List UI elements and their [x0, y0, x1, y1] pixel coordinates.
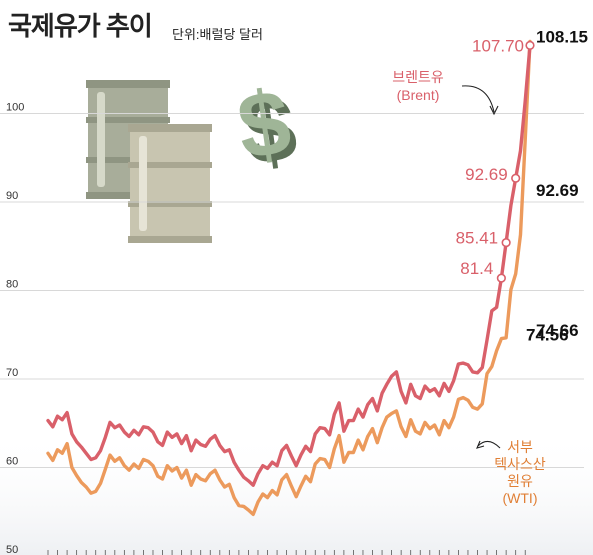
wti-callout-line-4: (WTI): [503, 490, 538, 506]
marker: [525, 40, 535, 50]
y-tick-label-70: 70: [6, 367, 18, 379]
brent-callout-arrowhead: [489, 105, 499, 116]
wti-label-92-69: 92.69: [536, 181, 579, 200]
wti-callout-arrow: [477, 440, 501, 449]
y-tick-label-90: 90: [6, 190, 18, 202]
brent-series-line: [46, 43, 532, 487]
marker: [496, 273, 506, 283]
wti-callout-line-2: 텍사스산: [494, 456, 546, 472]
series-markers: [496, 40, 535, 283]
dollar-sign-icon: $ $: [232, 71, 303, 185]
marker: [511, 173, 521, 183]
wti-label-74-56: 74.56: [526, 326, 569, 345]
data-labels: 107.70 92.69 85.41 81.4 108.15 92.69 74.6674.5…: [456, 27, 588, 344]
y-axis-ticks: 50 60 70 80 90 100: [6, 102, 24, 555]
x-axis-ticks: [47, 550, 526, 555]
brent-label-81-4: 81.4: [460, 259, 493, 278]
brent-callout-arrow: [461, 85, 495, 113]
y-tick-label-50: 50: [6, 544, 18, 555]
y-tick-label-100: 100: [6, 102, 24, 114]
series-lines: [46, 39, 532, 517]
brent-callout: 브렌트유 (Brent): [392, 69, 499, 116]
oil-barrel-icon: [86, 80, 212, 243]
wti-callout: 서부 텍사스산 원유 (WTI): [476, 439, 546, 506]
brent-label-107-70: 107.70: [472, 36, 524, 55]
brent-callout-line-1: 브렌트유: [392, 69, 444, 85]
wti-callout-line-3: 원유: [507, 473, 533, 489]
y-tick-label-80: 80: [6, 279, 18, 291]
brent-callout-line-2: (Brent): [397, 87, 440, 103]
brent-label-92-69: 92.69: [465, 165, 508, 184]
wti-callout-arrowhead: [476, 440, 485, 449]
unit-label: 단위:배럴당 달러: [172, 27, 263, 42]
y-tick-label-60: 60: [6, 456, 18, 468]
wti-callout-line-1: 서부: [507, 439, 533, 455]
wti-label-108-15: 108.15: [536, 27, 588, 46]
wti-label-74-66: 74.66: [536, 321, 579, 340]
marker: [501, 238, 511, 248]
chart-title: 국제유가 추이: [8, 11, 153, 41]
brent-label-85-41: 85.41: [456, 229, 499, 248]
wti-series-line: [46, 39, 532, 517]
